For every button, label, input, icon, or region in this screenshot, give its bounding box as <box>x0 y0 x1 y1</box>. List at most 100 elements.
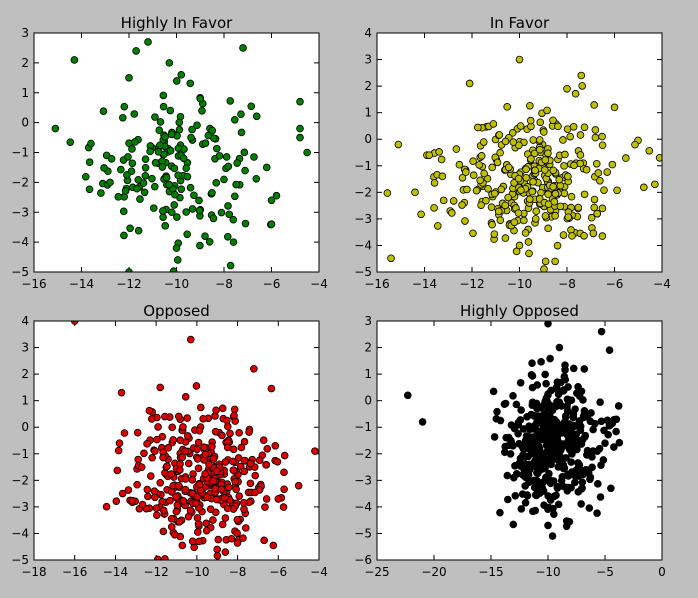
data-point <box>527 425 536 433</box>
data-point <box>213 545 222 554</box>
data-point <box>465 79 474 88</box>
data-point <box>614 402 623 410</box>
chart-title: Highly Opposed <box>460 302 579 320</box>
data-point <box>544 321 552 328</box>
data-point <box>561 366 569 374</box>
data-point <box>261 503 269 511</box>
data-point <box>550 510 558 518</box>
data-point <box>581 431 590 440</box>
data-point <box>141 155 150 163</box>
data-point <box>576 469 584 477</box>
data-point <box>532 207 541 216</box>
y-tick-label: −1 <box>11 447 29 461</box>
axes-frame <box>376 320 663 561</box>
y-tick-label: −2 <box>354 185 372 199</box>
y-tick-label: 1 <box>364 367 372 381</box>
data-point <box>514 429 522 438</box>
data-point <box>230 115 239 124</box>
data-point <box>273 458 282 466</box>
data-point <box>514 174 523 183</box>
data-point <box>102 502 111 511</box>
data-point <box>556 202 565 211</box>
data-point <box>590 195 599 204</box>
data-point <box>462 168 470 176</box>
y-tick-label: 2 <box>364 341 372 355</box>
data-point <box>559 482 567 491</box>
data-point <box>182 164 191 173</box>
data-point <box>576 159 585 168</box>
data-point <box>163 462 171 471</box>
data-point <box>488 220 496 229</box>
data-point <box>183 414 192 422</box>
data-point <box>517 186 525 194</box>
data-point <box>593 509 601 517</box>
data-point <box>541 257 550 266</box>
data-point <box>528 359 536 367</box>
y-tick-label: −1 <box>354 159 372 173</box>
data-point <box>173 501 182 509</box>
data-point <box>544 521 552 530</box>
data-point <box>586 417 595 426</box>
data-point <box>175 118 184 127</box>
data-point <box>496 216 505 224</box>
data-point <box>188 476 197 484</box>
data-point <box>469 229 477 238</box>
data-point <box>531 506 540 515</box>
data-point <box>554 122 562 131</box>
data-point <box>193 121 201 130</box>
data-point <box>517 505 526 513</box>
data-point <box>603 168 612 176</box>
data-point <box>262 461 270 469</box>
data-point <box>411 188 419 197</box>
data-point <box>217 485 226 494</box>
x-tick-label: −18 <box>21 565 46 579</box>
data-point <box>141 163 150 172</box>
data-point <box>489 387 498 396</box>
data-point <box>81 172 90 181</box>
data-point <box>490 433 499 441</box>
data-point <box>125 268 133 272</box>
data-point <box>497 185 506 194</box>
data-point <box>280 485 288 494</box>
data-point <box>560 372 569 381</box>
data-point <box>97 189 105 197</box>
data-point <box>239 534 247 542</box>
data-point <box>225 210 234 219</box>
data-point <box>212 467 221 475</box>
data-point <box>597 417 606 426</box>
data-point <box>394 140 403 149</box>
data-point <box>106 178 114 187</box>
data-point <box>159 91 168 100</box>
data-point <box>570 161 578 170</box>
data-point <box>589 425 597 434</box>
data-point <box>174 482 183 490</box>
data-point <box>496 148 504 157</box>
data-point <box>549 182 557 191</box>
data-point <box>246 479 255 488</box>
x-tick-label: −12 <box>116 277 141 291</box>
data-point <box>562 517 571 525</box>
data-point <box>509 520 518 529</box>
data-point <box>172 244 181 252</box>
data-point <box>640 183 648 192</box>
data-point <box>240 505 248 513</box>
plot-area <box>376 32 663 273</box>
data-point <box>166 496 174 505</box>
y-tick-label: 2 <box>21 367 29 381</box>
y-tick-label: 3 <box>364 53 372 67</box>
data-point <box>549 443 558 452</box>
data-point <box>592 159 601 168</box>
data-point <box>480 169 488 178</box>
data-point <box>136 195 144 203</box>
data-point <box>311 447 319 455</box>
data-point <box>541 464 549 472</box>
data-point <box>458 201 466 209</box>
data-point <box>170 164 179 173</box>
data-point <box>568 232 576 240</box>
data-point <box>482 196 490 205</box>
y-tick-label: −3 <box>354 473 372 487</box>
data-point <box>554 463 563 471</box>
data-point <box>541 370 549 379</box>
data-point <box>161 555 169 560</box>
data-point <box>132 47 140 55</box>
